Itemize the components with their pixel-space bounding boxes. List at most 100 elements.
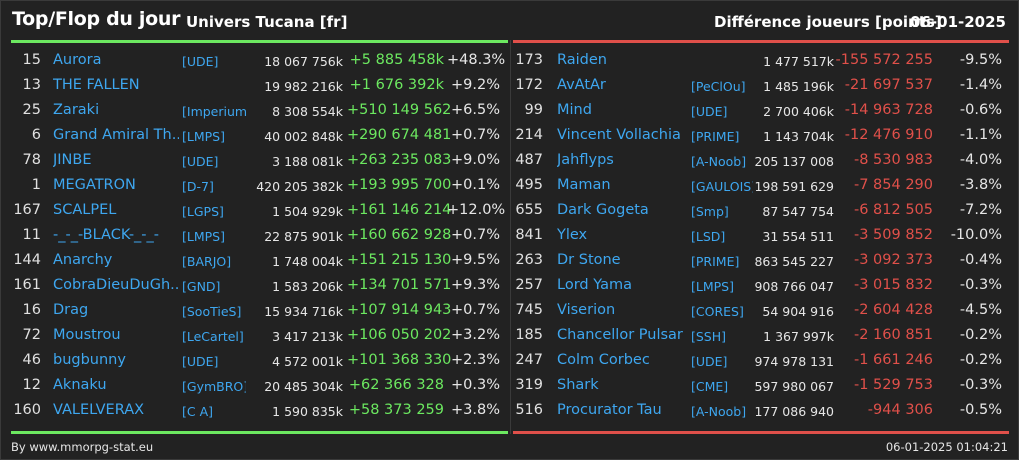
- player-name-link[interactable]: Aurora: [53, 52, 102, 68]
- points-difference: +62 366 328: [348, 377, 444, 393]
- player-total-points: 87 547 754: [762, 204, 834, 219]
- player-total-points: 1 367 997k: [763, 329, 834, 344]
- alliance-tag-link[interactable]: [LGPS]: [182, 204, 224, 219]
- percent-change: -0.2%: [959, 327, 1002, 343]
- player-name-link[interactable]: bugbunny: [53, 352, 126, 368]
- player-name-link[interactable]: Lord Yama: [557, 277, 632, 293]
- player-name-link[interactable]: MEGATRON: [53, 177, 136, 193]
- percent-change: -0.2%: [959, 352, 1002, 368]
- table-row: 172 AvAtAr [PeClOu] 1 485 196k -21 697 537 -1…: [513, 73, 1009, 98]
- percent-change: +0.3%: [451, 377, 500, 393]
- player-name-link[interactable]: Vincent Vollachia: [557, 127, 681, 143]
- alliance-tag-link[interactable]: [LeCartel]: [182, 329, 244, 344]
- source-link[interactable]: By www.mmorpg-stat.eu: [11, 440, 154, 454]
- alliance-tag-link[interactable]: [D-7]: [182, 179, 214, 194]
- player-rank: 655: [515, 202, 543, 218]
- player-name-link[interactable]: THE FALLEN: [53, 77, 140, 93]
- player-rank: 6: [31, 127, 41, 143]
- points-difference: -944 306: [867, 402, 933, 418]
- alliance-tag-link[interactable]: [UDE]: [691, 354, 728, 369]
- alliance-tag-link[interactable]: [PeClOu]: [691, 79, 746, 94]
- panel-divider: [510, 40, 511, 434]
- player-name-link[interactable]: CobraDieuDuGh...: [53, 277, 179, 293]
- alliance-tag-link[interactable]: [LSD]: [691, 229, 726, 244]
- player-name-link[interactable]: Raiden: [557, 52, 607, 68]
- player-rank: 263: [515, 252, 543, 268]
- alliance-tag-link[interactable]: [GAULOIS]: [691, 179, 753, 194]
- table-row: 214 Vincent Vollachia [PRIME] 1 143 704k -12…: [513, 123, 1009, 148]
- player-total-points: 2 700 406k: [763, 104, 834, 119]
- alliance-tag-link[interactable]: [Imperium]: [182, 104, 246, 119]
- player-name-link[interactable]: VALELVERAX: [53, 402, 145, 418]
- alliance-tag-link[interactable]: [UDE]: [182, 54, 219, 69]
- player-rank: 25: [22, 102, 41, 118]
- player-name-link[interactable]: AvAtAr: [557, 77, 606, 93]
- alliance-tag-link[interactable]: [SooTieS]: [182, 304, 242, 319]
- alliance-tag-link[interactable]: [PRIME]: [691, 129, 740, 144]
- alliance-tag-link[interactable]: [GymBRO]: [182, 379, 246, 394]
- alliance-tag-link[interactable]: [C A]: [182, 404, 214, 419]
- player-total-points: 40 002 848k: [264, 129, 343, 144]
- player-rank: 495: [515, 177, 543, 193]
- player-total-points: 8 308 554k: [272, 104, 343, 119]
- player-name-link[interactable]: Viserion: [557, 302, 616, 318]
- player-total-points: 3 188 081k: [272, 154, 343, 169]
- player-total-points: 1 485 196k: [763, 79, 834, 94]
- alliance-tag-link[interactable]: [UDE]: [182, 354, 219, 369]
- alliance-tag-link[interactable]: [CME]: [691, 379, 729, 394]
- alliance-tag-link[interactable]: [CORES]: [691, 304, 744, 319]
- player-name-link[interactable]: Anarchy: [53, 252, 113, 268]
- points-difference: -3 015 832: [853, 277, 933, 293]
- player-name-link[interactable]: SCALPEL: [53, 202, 117, 218]
- player-total-points: 1 477 517k: [763, 54, 834, 69]
- player-name-link[interactable]: Colm Corbec: [557, 352, 650, 368]
- alliance-tag-link[interactable]: [SSH]: [691, 329, 727, 344]
- alliance-tag-link[interactable]: [A-Noob]: [691, 154, 747, 169]
- player-name-link[interactable]: Shark: [557, 377, 599, 393]
- player-total-points: 597 980 067: [754, 379, 834, 394]
- alliance-tag-link[interactable]: [UDE]: [182, 154, 219, 169]
- top-gainers-list: 15 Aurora [UDE] 18 067 756k +5 885 458k +48.3…: [11, 48, 508, 423]
- player-name-link[interactable]: Procurator Tau: [557, 402, 662, 418]
- alliance-tag-link[interactable]: [BARJO]: [182, 254, 232, 269]
- alliance-tag-link[interactable]: [A-Noob]: [691, 404, 747, 419]
- player-total-points: 19 982 216k: [264, 79, 343, 94]
- player-name-link[interactable]: -_-_-BLACK-_-_-: [53, 227, 160, 243]
- player-total-points: 1 583 206k: [272, 279, 343, 294]
- player-name-link[interactable]: Dark Gogeta: [557, 202, 649, 218]
- alliance-tag-link[interactable]: [LMPS]: [691, 279, 734, 294]
- player-name-link[interactable]: Grand Amiral Th...: [53, 127, 179, 143]
- alliance-tag-link[interactable]: [LMPS]: [182, 229, 225, 244]
- points-difference: -1 661 246: [853, 352, 933, 368]
- player-name-link[interactable]: Moustrou: [53, 327, 121, 343]
- player-name-link[interactable]: Jahflyps: [557, 152, 614, 168]
- points-difference: +107 914 943: [347, 302, 452, 318]
- alliance-tag-link[interactable]: [UDE]: [691, 104, 728, 119]
- flop-panel-top-bar: [513, 40, 1009, 43]
- player-name-link[interactable]: Mind: [557, 102, 592, 118]
- player-name-link[interactable]: Maman: [557, 177, 611, 193]
- alliance-tag-link[interactable]: [Smp]: [691, 204, 729, 219]
- points-difference: +106 050 202: [347, 327, 452, 343]
- player-name-link[interactable]: Drag: [53, 302, 89, 318]
- player-rank: 1: [31, 177, 41, 193]
- alliance-tag-link[interactable]: [PRIME]: [691, 254, 740, 269]
- player-name-link[interactable]: JINBE: [53, 152, 92, 168]
- alliance-tag-link[interactable]: [GND]: [182, 279, 221, 294]
- percent-change: -10.0%: [950, 227, 1002, 243]
- points-difference: -155 572 255: [835, 52, 933, 68]
- alliance-tag-link[interactable]: [LMPS]: [182, 129, 225, 144]
- top-losers-panel: 173 Raiden 1 477 517k -155 572 255 -9.5% 172 A…: [513, 40, 1009, 434]
- player-name-link[interactable]: Aknaku: [53, 377, 107, 393]
- percent-change: +3.8%: [451, 402, 500, 418]
- player-rank: 99: [524, 102, 543, 118]
- player-name-link[interactable]: Dr Stone: [557, 252, 621, 268]
- top-losers-list: 173 Raiden 1 477 517k -155 572 255 -9.5% 172 A…: [513, 48, 1009, 423]
- percent-change: -0.6%: [959, 102, 1002, 118]
- player-name-link[interactable]: Chancellor Pulsar: [557, 327, 683, 343]
- player-name-link[interactable]: Ylex: [557, 227, 588, 243]
- player-name-link[interactable]: Zaraki: [53, 102, 100, 118]
- table-row: 247 Colm Corbec [UDE] 974 978 131 -1 661 246…: [513, 348, 1009, 373]
- table-row: 1 MEGATRON [D-7] 420 205 382k +193 995 700 +0…: [11, 173, 508, 198]
- points-difference: +161 146 214: [347, 202, 452, 218]
